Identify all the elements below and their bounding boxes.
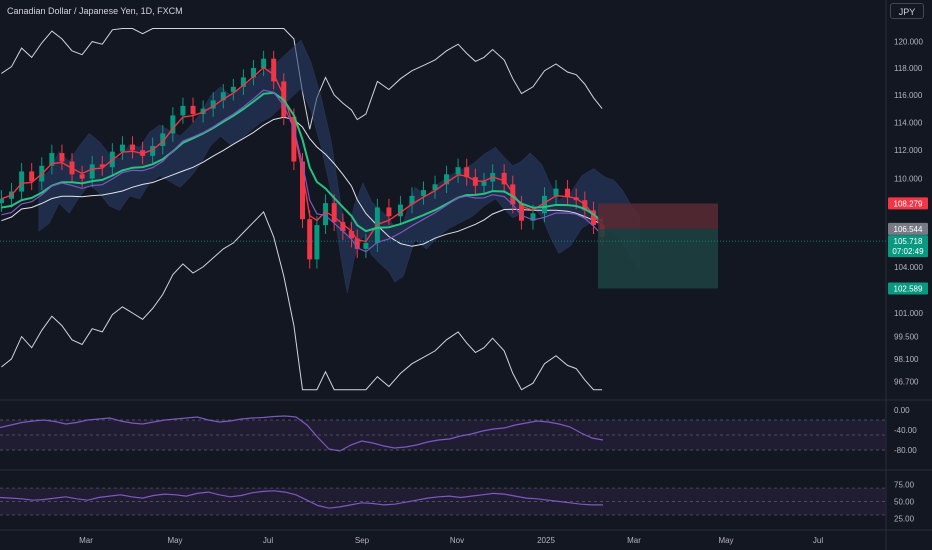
- candle-body: [0, 198, 4, 204]
- candle-body: [530, 213, 536, 221]
- rsi-tick-label: 25.00: [894, 514, 915, 523]
- candle-body: [190, 105, 196, 115]
- x-tick-label: Mar: [79, 536, 93, 545]
- candle-body: [397, 204, 403, 217]
- rsi-tick-label: 50.00: [894, 498, 915, 507]
- candle-body: [542, 195, 547, 214]
- candle-body: [300, 161, 305, 220]
- candle-body: [518, 204, 524, 221]
- x-tick-label: May: [718, 536, 733, 545]
- price-label-box: [888, 197, 928, 210]
- candle-body: [220, 92, 226, 101]
- candle-body: [29, 171, 35, 182]
- rsi-line: [0, 490, 603, 509]
- candle-body: [590, 210, 596, 226]
- x-tick-label: May: [167, 536, 182, 545]
- y-tick-label: 116.000: [894, 91, 923, 100]
- oscillator-tick-label: -40.00: [894, 426, 917, 435]
- candle-body: [444, 174, 450, 185]
- candle-body: [314, 225, 320, 260]
- x-tick-label: 2025: [537, 536, 555, 545]
- candle-body: [291, 116, 297, 162]
- candle-body: [421, 190, 426, 196]
- candle-body: [354, 238, 360, 249]
- y-tick-label: 114.000: [894, 118, 923, 127]
- moving-average-line: [1, 116, 603, 247]
- y-tick-label: 110.000: [894, 175, 923, 184]
- ema-slow-line: [1, 91, 603, 233]
- candle-body: [150, 146, 156, 156]
- ema-fast-line: [1, 66, 603, 243]
- y-tick-label: 98.100: [894, 355, 919, 364]
- candle-body: [79, 174, 85, 179]
- price-label-text: 105.718: [894, 237, 923, 246]
- candle-body: [565, 188, 571, 198]
- candle-body: [271, 58, 277, 82]
- candle-body: [481, 181, 487, 186]
- candle-body: [160, 133, 166, 147]
- y-tick-label: 96.700: [894, 378, 919, 387]
- price-label-box: [888, 222, 928, 235]
- take-profit-zone: [598, 228, 718, 289]
- candle-body: [464, 167, 470, 178]
- x-tick-label: Jul: [813, 536, 823, 545]
- price-label-text: 106.544: [894, 225, 923, 234]
- candle-body: [553, 188, 559, 196]
- candle-body: [130, 144, 136, 151]
- oscillator-tick-label: 0.00: [894, 406, 910, 415]
- candle-body: [251, 68, 257, 78]
- x-tick-label: Mar: [627, 536, 641, 545]
- countdown-label-text: 07:02:49: [892, 247, 924, 256]
- candle-body: [230, 86, 236, 93]
- candle-body: [307, 219, 313, 260]
- candle-body: [455, 167, 461, 175]
- candle-body: [49, 153, 55, 166]
- candle-body: [501, 172, 507, 185]
- candle-body: [261, 58, 267, 69]
- envelope-upper-line: [1, 28, 603, 130]
- y-tick-label: 120.000: [894, 38, 923, 47]
- candle-body: [240, 77, 246, 87]
- y-tick-label: 99.500: [894, 333, 919, 342]
- candle-body: [386, 207, 392, 217]
- oscillator-line: [0, 415, 604, 452]
- stop-loss-zone: [598, 203, 718, 229]
- candle-body: [348, 231, 354, 239]
- price-label-box: [888, 235, 928, 258]
- price-label-text: 102.589: [894, 284, 923, 293]
- candle-body: [510, 184, 516, 205]
- candle-body: [323, 203, 329, 226]
- candle-body: [119, 144, 125, 152]
- chart-title: Canadian Dollar / Japanese Yen, 1D, FXCM: [7, 6, 183, 16]
- oscillator-tick-label: -80.00: [894, 446, 917, 455]
- candle-body: [19, 171, 25, 192]
- candle-body: [170, 115, 176, 134]
- candle-body: [89, 164, 95, 179]
- y-tick-label: 104.000: [894, 263, 923, 272]
- ichimoku-cloud: [38, 39, 640, 293]
- price-label-text: 108.279: [894, 199, 923, 208]
- candle-body: [432, 184, 438, 191]
- y-tick-label: 118.000: [894, 64, 923, 73]
- y-tick-label: 112.000: [894, 146, 923, 155]
- candle-body: [409, 195, 415, 205]
- price-label-box: [888, 282, 928, 295]
- candle-body: [180, 105, 186, 116]
- currency-button[interactable]: JPY: [890, 3, 924, 19]
- candle-body: [59, 153, 65, 162]
- x-tick-label: Jul: [263, 536, 273, 545]
- candle-body: [331, 203, 337, 223]
- candle-body: [210, 100, 216, 109]
- candle-body: [340, 222, 346, 232]
- y-tick-label: 101.000: [894, 309, 923, 318]
- x-tick-label: Sep: [355, 536, 370, 545]
- rsi-tick-label: 75.00: [894, 481, 915, 490]
- candle-body: [363, 242, 369, 249]
- candle-body: [99, 164, 105, 168]
- x-tick-label: Nov: [450, 536, 464, 545]
- envelope-lower-line: [1, 211, 603, 391]
- kijun-line: [1, 89, 603, 253]
